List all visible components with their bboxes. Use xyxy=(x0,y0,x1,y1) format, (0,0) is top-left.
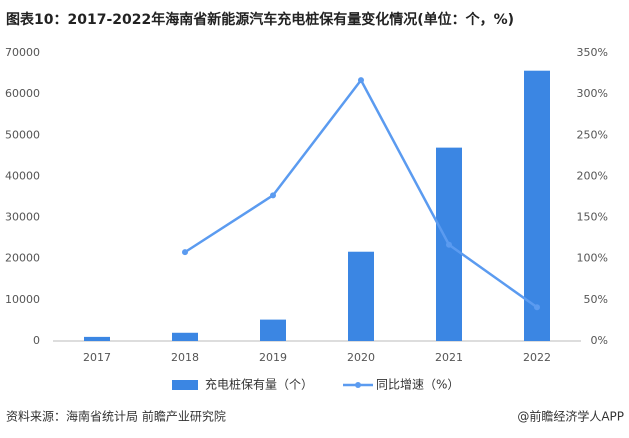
y2-tick-label: 0% xyxy=(591,334,608,347)
line-point xyxy=(446,241,452,248)
y-tick-label: 0 xyxy=(33,334,40,347)
x-tick-label: 2020 xyxy=(347,351,375,364)
y-tick-label: 50000 xyxy=(5,128,40,141)
line-point xyxy=(358,77,364,84)
bar xyxy=(84,336,110,341)
y-tick-label: 60000 xyxy=(5,87,40,100)
x-tick-label: 2019 xyxy=(259,351,287,364)
legend-label: 同比增速（%） xyxy=(376,378,459,392)
x-tick-label: 2021 xyxy=(435,351,463,364)
y-tick-label: 10000 xyxy=(5,293,40,306)
y2-tick-label: 250% xyxy=(577,128,608,141)
y-tick-label: 40000 xyxy=(5,169,40,182)
y-tick-label: 30000 xyxy=(5,211,40,224)
line-point xyxy=(182,249,188,256)
x-tick-label: 2022 xyxy=(523,351,551,364)
x-tick-label: 2017 xyxy=(83,351,111,364)
y2-tick-label: 50% xyxy=(584,293,608,306)
y2-tick-label: 350% xyxy=(577,46,608,59)
credit: @前瞻经济学人APP xyxy=(517,409,624,424)
x-tick-label: 2018 xyxy=(171,351,199,364)
y2-tick-label: 150% xyxy=(577,211,608,224)
y2-tick-label: 200% xyxy=(577,169,608,182)
legend-label: 充电桩保有量（个） xyxy=(205,377,313,392)
source: 资料来源：海南省统计局 前瞻产业研究院 xyxy=(6,409,226,424)
chart-title: 图表10：2017-2022年海南省新能源汽车充电桩保有量变化情况(单位：个，%… xyxy=(6,11,514,28)
y-tick-label: 70000 xyxy=(5,46,40,59)
y2-tick-label: 100% xyxy=(577,252,608,265)
y2-tick-label: 300% xyxy=(577,87,608,100)
y-tick-label: 20000 xyxy=(5,252,40,265)
line-point xyxy=(534,304,540,311)
bar xyxy=(524,70,550,341)
legend-swatch xyxy=(172,380,198,390)
bar xyxy=(172,332,198,341)
line-point xyxy=(270,192,276,199)
bar xyxy=(260,319,286,341)
legend-swatch xyxy=(355,382,362,388)
bar xyxy=(348,251,374,341)
